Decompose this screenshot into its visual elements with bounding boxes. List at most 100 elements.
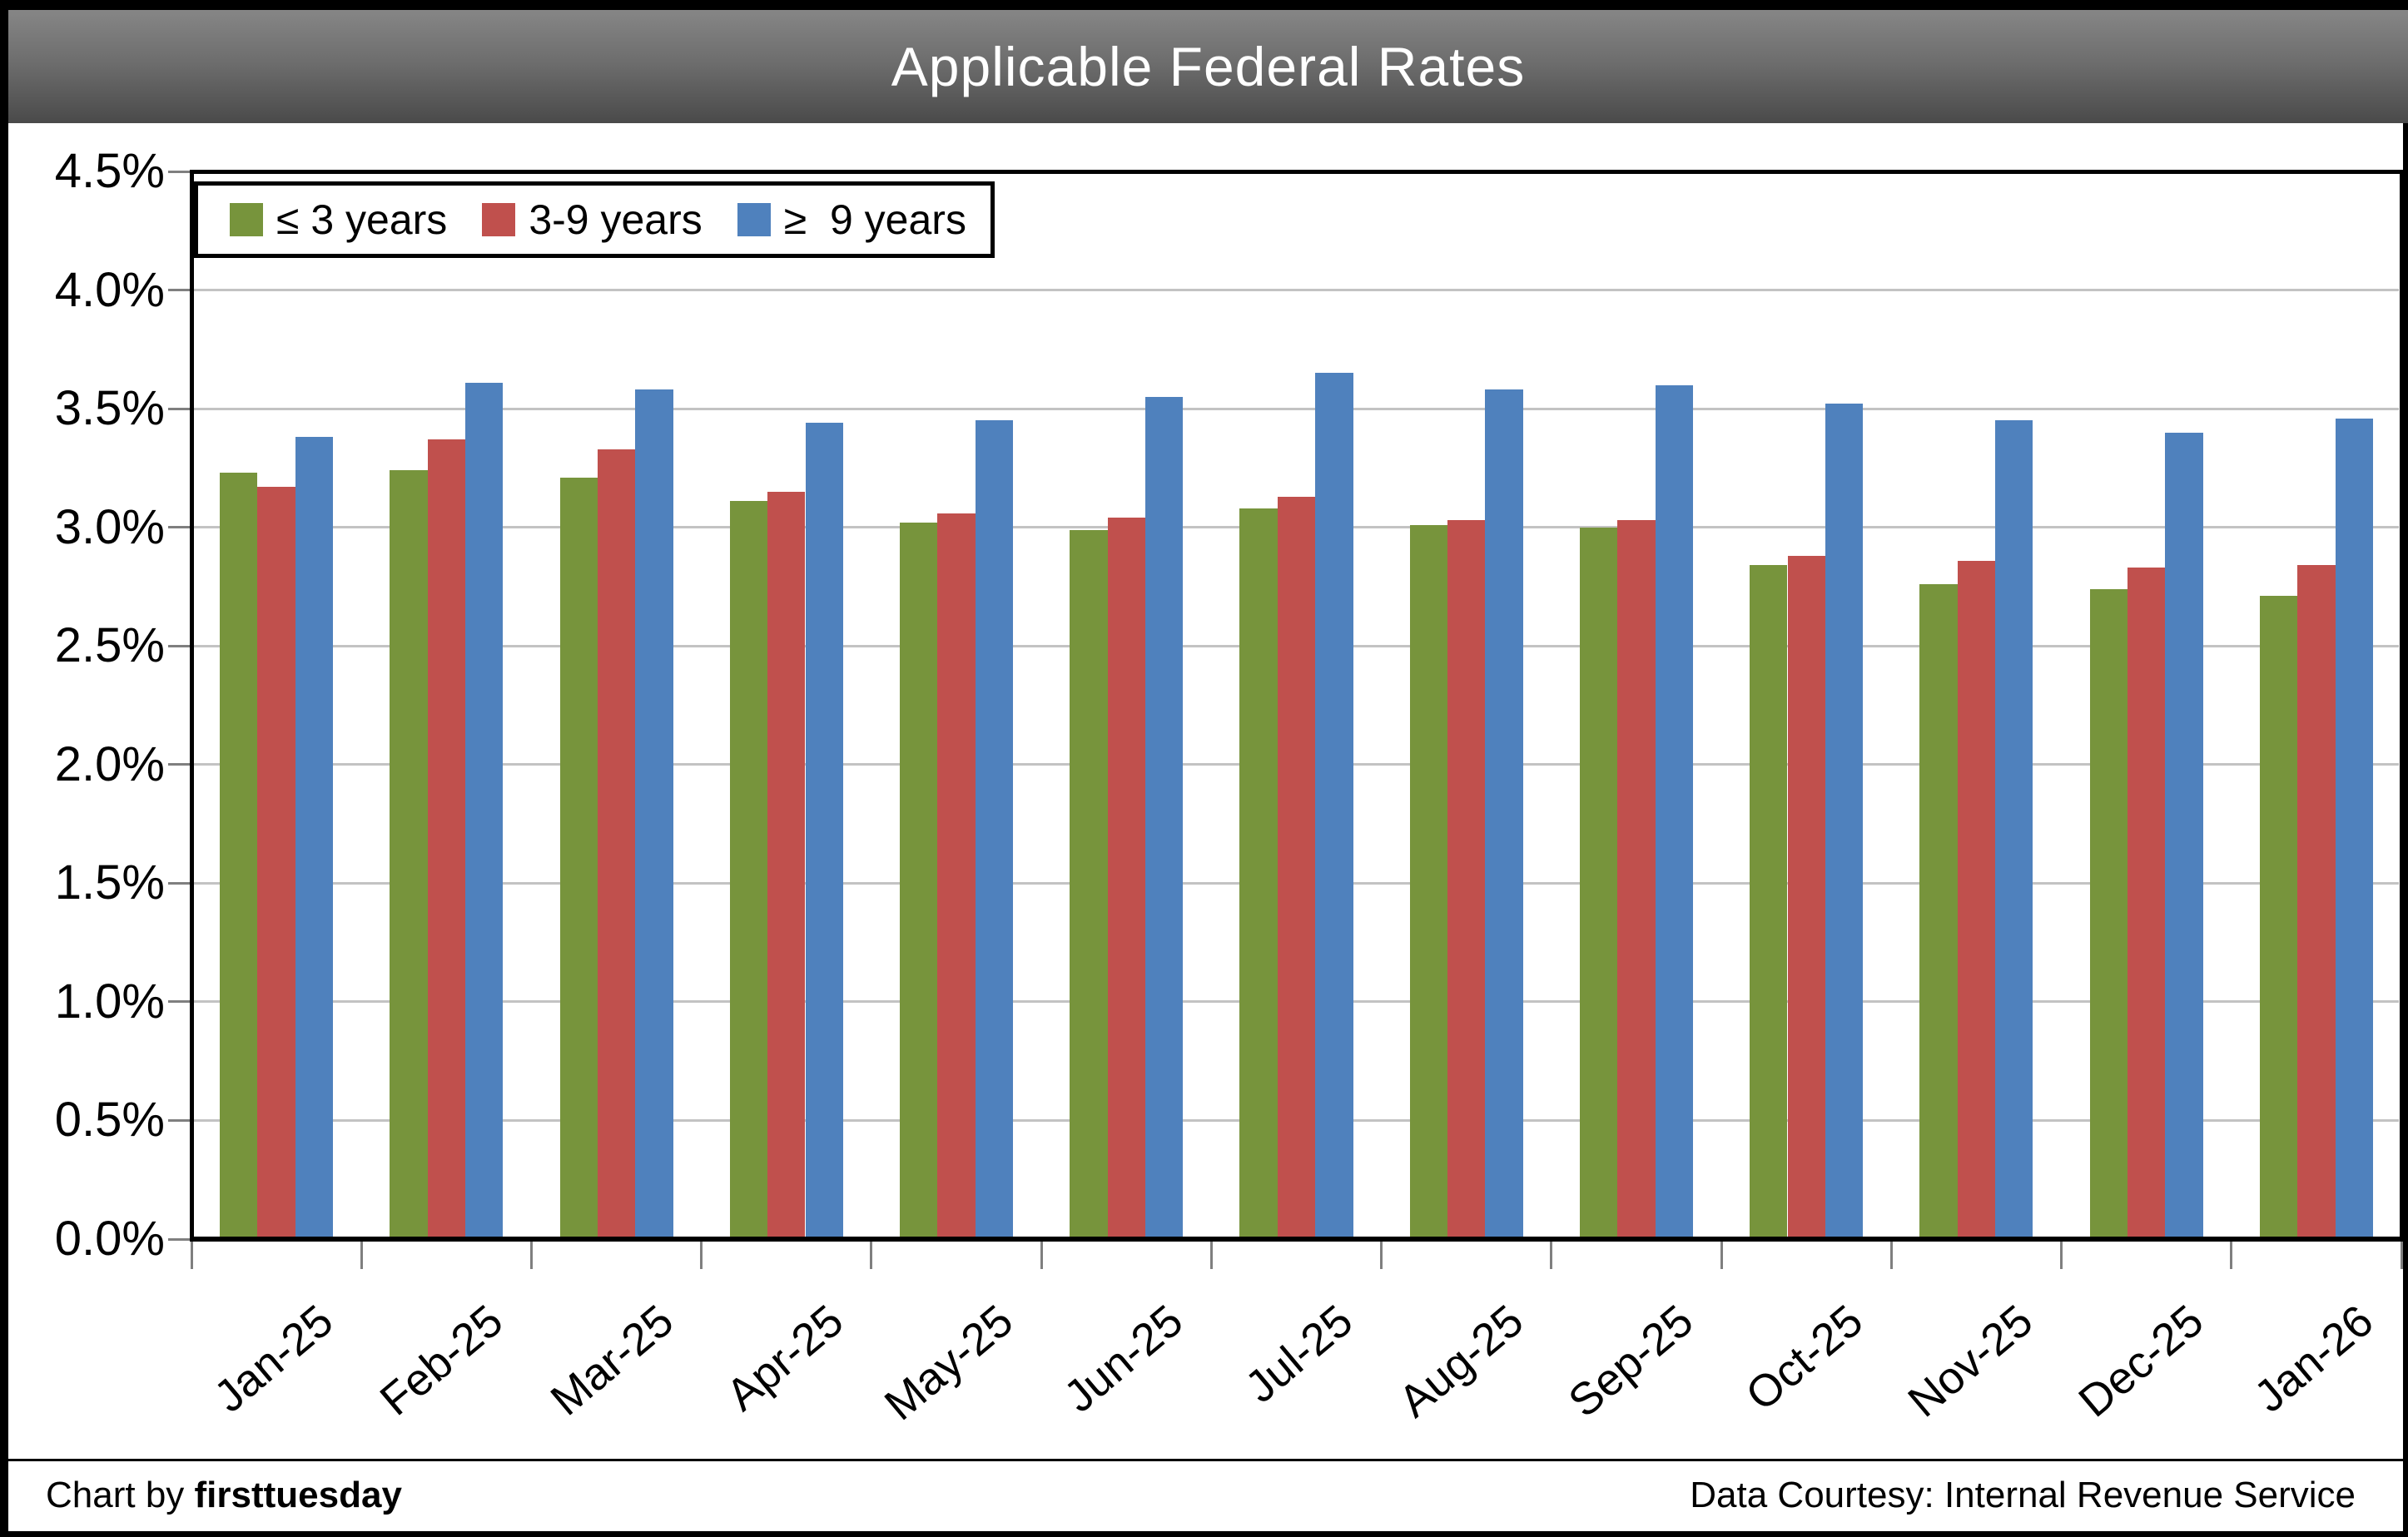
x-tick-mark xyxy=(2400,1239,2403,1269)
y-tick-label: 2.5% xyxy=(54,618,165,673)
bar-9-years-jul-25 xyxy=(1315,373,1353,1239)
bar-9-years-oct-25 xyxy=(1825,404,1864,1239)
bar-9-years-dec-25 xyxy=(2165,432,2203,1239)
y-tick-label: 1.0% xyxy=(54,974,165,1029)
bar-3-9-years-jan-26 xyxy=(2297,565,2336,1239)
y-tick-label: 0.5% xyxy=(54,1093,165,1148)
bar-9-years-aug-25 xyxy=(1485,389,1523,1239)
x-tick-label: May-25 xyxy=(875,1295,1023,1430)
footer-right: Data Courtesy: Internal Revenue Service xyxy=(1690,1475,2356,1515)
x-tick-mark xyxy=(2230,1239,2233,1269)
y-tick-label: 3.5% xyxy=(54,381,165,436)
x-tick-label: Jun-25 xyxy=(1055,1295,1193,1422)
x-tick-label: Jul-25 xyxy=(1236,1295,1363,1413)
bar-3-years-jan-26 xyxy=(2259,596,2298,1239)
y-tick-mark xyxy=(168,526,191,529)
footer-left: Chart by firsttuesday xyxy=(46,1475,402,1516)
x-tick-mark xyxy=(1550,1239,1553,1269)
y-tick-mark xyxy=(168,763,191,766)
bar-9-years-jun-25 xyxy=(1144,396,1184,1239)
x-tick-mark xyxy=(1720,1239,1723,1269)
bar-3-9-years-nov-25 xyxy=(1957,560,1996,1239)
x-tick-label: Feb-25 xyxy=(370,1295,513,1425)
x-axis-line xyxy=(190,1237,2404,1242)
bar-3-9-years-dec-25 xyxy=(2127,568,2166,1239)
x-tick-mark xyxy=(1889,1239,1893,1269)
x-tick-mark xyxy=(2060,1239,2063,1269)
y-tick-mark xyxy=(168,644,191,647)
gridline xyxy=(194,289,2399,292)
frame-top xyxy=(0,0,2408,10)
bar-3-years-jul-25 xyxy=(1239,508,1278,1239)
bar-3-years-mar-25 xyxy=(559,477,598,1239)
y-tick-label: 4.0% xyxy=(54,262,165,317)
bar-9-years-sep-25 xyxy=(1655,384,1694,1239)
bar-3-years-jun-25 xyxy=(1070,529,1108,1239)
bar-3-9-years-jan-25 xyxy=(257,487,295,1239)
y-tick-label: 4.5% xyxy=(54,144,165,198)
bar-9-years-mar-25 xyxy=(635,389,673,1239)
bar-3-years-nov-25 xyxy=(1919,584,1958,1239)
y-tick-label: 3.0% xyxy=(54,499,165,554)
y-tick-mark xyxy=(168,1000,191,1004)
x-tick-mark xyxy=(1380,1239,1383,1269)
plot-border-right xyxy=(2400,170,2404,1239)
bar-3-9-years-mar-25 xyxy=(597,449,636,1239)
x-tick-label: Apr-25 xyxy=(717,1295,853,1420)
bar-3-years-feb-25 xyxy=(390,470,428,1239)
bar-9-years-feb-25 xyxy=(465,382,504,1239)
y-tick-label: 0.0% xyxy=(54,1212,165,1266)
bar-3-9-years-jul-25 xyxy=(1277,496,1316,1239)
x-tick-label: Mar-25 xyxy=(541,1295,683,1425)
bar-3-years-oct-25 xyxy=(1750,565,1788,1239)
bar-3-9-years-sep-25 xyxy=(1617,520,1656,1239)
footer-divider xyxy=(0,1459,2408,1461)
bar-3-9-years-aug-25 xyxy=(1447,520,1486,1239)
bar-3-9-years-oct-25 xyxy=(1787,555,1825,1239)
legend: ≤ 3 years 3-9 years ≥ 9 years xyxy=(194,181,995,258)
x-tick-mark xyxy=(1209,1239,1213,1269)
footer-left-prefix: Chart by xyxy=(46,1475,195,1515)
legend-swatch-3-years xyxy=(230,203,263,236)
y-tick-mark xyxy=(168,1118,191,1122)
frame-bottom xyxy=(0,1531,2408,1537)
x-tick-mark xyxy=(700,1239,703,1269)
bar-3-9-years-apr-25 xyxy=(767,491,806,1239)
bar-3-years-apr-25 xyxy=(729,501,768,1239)
x-tick-mark xyxy=(360,1239,363,1269)
plot-border-left xyxy=(190,170,194,1239)
footer-brand: firsttuesday xyxy=(194,1475,402,1515)
y-tick-mark xyxy=(168,289,191,292)
y-tick-mark xyxy=(168,1237,191,1241)
chart-title: Applicable Federal Rates xyxy=(891,36,1526,97)
bar-3-9-years-jun-25 xyxy=(1107,518,1145,1239)
frame-right xyxy=(2403,123,2408,1537)
x-tick-label: Dec-25 xyxy=(2068,1295,2212,1427)
bar-9-years-nov-25 xyxy=(1995,420,2033,1239)
bar-3-years-jan-25 xyxy=(220,473,258,1239)
x-tick-mark xyxy=(529,1239,533,1269)
x-tick-label: Aug-25 xyxy=(1388,1295,1532,1427)
bar-3-years-may-25 xyxy=(899,522,938,1239)
x-tick-mark xyxy=(190,1239,193,1269)
bar-9-years-jan-25 xyxy=(295,437,334,1239)
x-tick-mark xyxy=(1040,1239,1043,1269)
bar-3-9-years-may-25 xyxy=(937,513,976,1239)
gridline xyxy=(194,407,2399,410)
frame-left xyxy=(0,0,8,1537)
x-tick-label: Sep-25 xyxy=(1559,1295,1703,1427)
legend-label-3-9-years: 3-9 years xyxy=(529,196,703,243)
legend-label-3-years: ≤ 3 years xyxy=(276,196,448,243)
y-tick-mark xyxy=(168,407,191,410)
bar-3-years-aug-25 xyxy=(1409,524,1448,1239)
bar-9-years-may-25 xyxy=(975,420,1014,1239)
bar-9-years-jan-26 xyxy=(2335,418,2373,1239)
bar-9-years-apr-25 xyxy=(805,423,843,1239)
bar-3-years-dec-25 xyxy=(2089,588,2127,1239)
plot-border-top xyxy=(190,170,2404,174)
bar-3-years-sep-25 xyxy=(1579,527,1618,1239)
x-tick-mark xyxy=(870,1239,873,1269)
title-bar: Applicable Federal Rates xyxy=(8,10,2408,123)
